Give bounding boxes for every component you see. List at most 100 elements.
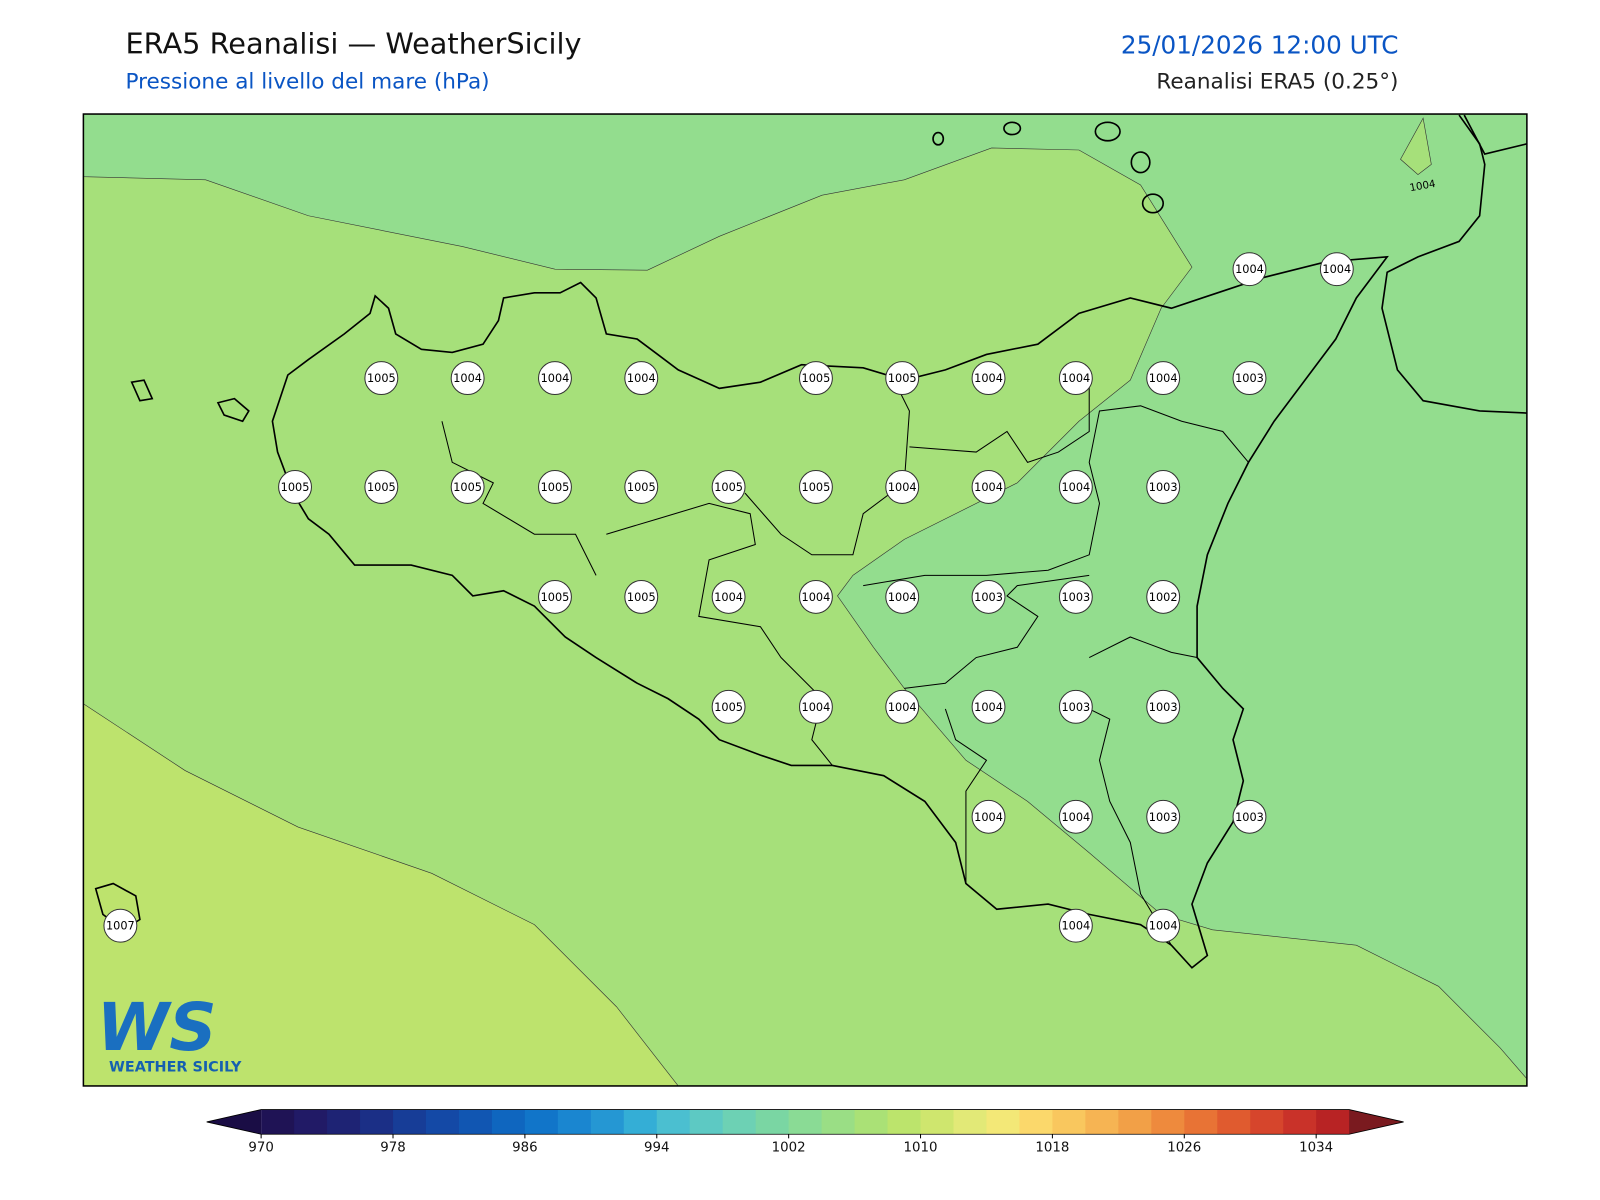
station: 1004 — [1058, 799, 1093, 834]
station: 1004 — [1319, 252, 1354, 287]
station: 1005 — [711, 689, 746, 724]
station-value: 1005 — [888, 372, 917, 385]
station: 1004 — [885, 689, 920, 724]
station-marker — [1319, 252, 1354, 287]
island — [932, 131, 945, 146]
colorbar-under — [206, 1109, 262, 1135]
station-value: 1005 — [541, 591, 570, 604]
colorbar-tick-label: 1026 — [1167, 1141, 1201, 1156]
station: 1004 — [1146, 361, 1181, 396]
field-small — [1400, 117, 1432, 176]
border — [904, 574, 1090, 689]
station-value: 1004 — [1061, 372, 1090, 385]
logo: WS WEATHER SICILY — [97, 989, 242, 1076]
island — [1003, 121, 1022, 136]
station-marker — [450, 470, 485, 504]
station: 1005 — [711, 470, 746, 504]
colorbar-box — [360, 1109, 394, 1135]
station: 1002 — [1146, 579, 1181, 614]
station-marker — [1058, 908, 1093, 943]
colorbar-box — [1019, 1109, 1053, 1135]
station: 1004 — [538, 361, 572, 396]
map-area: 1004 1004 1004 1005 1004 1004 1004 1005 1005 100… — [83, 114, 1527, 1086]
station-marker — [1232, 361, 1267, 396]
station: 1004 — [798, 689, 833, 724]
station: 1004 — [971, 799, 1006, 834]
island — [216, 397, 250, 423]
station-value: 1004 — [888, 701, 917, 714]
station-marker — [624, 579, 659, 614]
station: 1004 — [1146, 908, 1181, 943]
station: 1003 — [971, 579, 1006, 614]
station-marker — [538, 579, 572, 614]
station: 1004 — [450, 361, 485, 396]
colorbar-box — [294, 1109, 328, 1135]
island — [94, 882, 141, 931]
station-marker — [1058, 361, 1093, 396]
station-value: 1004 — [974, 701, 1003, 714]
source: Reanalisi ERA5 (0.25°) — [1156, 69, 1398, 94]
station-value: 1004 — [888, 591, 917, 604]
valid-time: 25/01/2026 12:00 UTC — [1121, 30, 1399, 59]
station-marker — [711, 689, 746, 724]
sicily-coast — [271, 255, 1389, 969]
colorbar-box — [953, 1109, 987, 1135]
station: 1005 — [364, 470, 399, 504]
station-marker — [538, 470, 572, 504]
station-value: 1003 — [1149, 481, 1178, 494]
island — [1094, 121, 1121, 142]
colorbar-box — [1052, 1109, 1086, 1135]
colorbar-tick-label: 1002 — [772, 1141, 806, 1156]
station: 1004 — [1058, 361, 1093, 396]
title: ERA5 Reanalisi — WeatherSicily — [126, 26, 582, 60]
station: 1004 — [1232, 252, 1267, 287]
field-1006-1008 — [83, 703, 679, 1086]
station-value: 1005 — [627, 591, 656, 604]
station-value: 1004 — [1149, 920, 1178, 933]
station: 1004 — [971, 361, 1006, 396]
station-value: 1004 — [1322, 263, 1351, 276]
station-value: 1004 — [802, 701, 831, 714]
colorbar-box — [1250, 1109, 1284, 1135]
colorbar-over — [1349, 1109, 1404, 1135]
colorbar-tick-label: 994 — [644, 1141, 669, 1156]
colorbar-box — [722, 1109, 757, 1135]
map-frame — [82, 113, 1528, 1087]
colorbar-box — [557, 1109, 592, 1135]
station-value: 1005 — [802, 481, 831, 494]
border — [744, 379, 910, 556]
colorbar-box — [1118, 1109, 1152, 1135]
station-value: 1004 — [1061, 481, 1090, 494]
station-marker — [971, 361, 1006, 396]
station-marker — [971, 579, 1006, 614]
colorbar-box — [524, 1109, 559, 1135]
station-marker — [1232, 252, 1267, 287]
station: 1005 — [538, 470, 572, 504]
colorbar-box — [1316, 1109, 1350, 1135]
colorbar-box — [393, 1109, 427, 1135]
station: 1004 — [624, 361, 659, 396]
station-marker — [1058, 470, 1093, 504]
station: 1003 — [1146, 470, 1181, 504]
station: 1004 — [971, 689, 1006, 724]
station: 1003 — [1146, 799, 1181, 834]
station: 1005 — [624, 470, 659, 504]
station: 1005 — [798, 361, 833, 396]
station-marker — [885, 361, 920, 396]
station-marker — [971, 470, 1006, 504]
station-value: 1004 — [627, 372, 656, 385]
station-value: 1003 — [1061, 701, 1090, 714]
station-value: 1005 — [453, 481, 482, 494]
border — [1088, 636, 1198, 659]
colorbar-box — [590, 1109, 625, 1135]
station-value: 1004 — [974, 372, 1003, 385]
province-borders — [441, 379, 1249, 946]
coastline — [94, 114, 1527, 969]
colorbar-tick-label: 986 — [512, 1141, 537, 1156]
colorbar-box — [656, 1109, 691, 1135]
station-value: 1003 — [1149, 811, 1178, 824]
border — [1088, 708, 1172, 946]
station-marker — [103, 908, 138, 943]
colorbar-box — [1085, 1109, 1119, 1135]
station-marker — [1146, 689, 1181, 724]
